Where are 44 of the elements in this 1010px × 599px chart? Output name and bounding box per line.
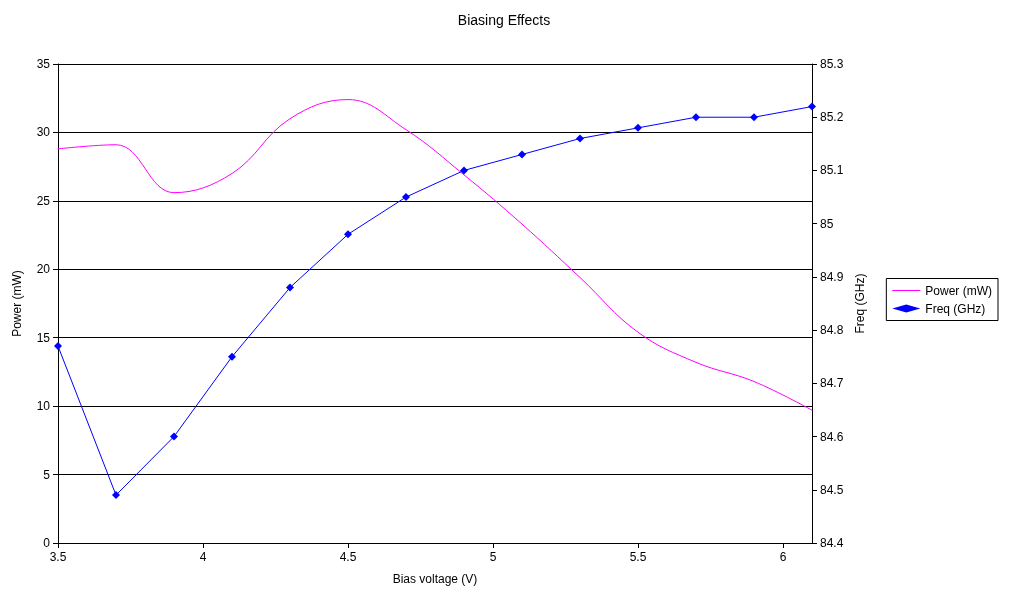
y2-tick-label: 84.6 [820,429,844,444]
point [228,352,236,361]
y-tick-label: 25 [36,193,51,208]
y2-tick-label: 85.2 [820,110,844,125]
y2-tick-label: 84.7 [820,376,844,391]
y-tick-label: 30 [36,125,51,140]
y-tick-label: 10 [36,399,51,414]
point [112,491,120,500]
y2-tick-label: 84.5 [820,482,844,497]
x-tick-label: 4.5 [339,550,357,564]
point [692,113,700,122]
x-tick-label: 6 [779,550,787,564]
x-tick-label: 3.5 [49,550,67,564]
chart-title: Biasing Effects [457,12,551,28]
point [460,166,468,175]
point [750,113,758,122]
point [808,102,816,111]
point [402,193,410,202]
y-tick-label: 35 [36,57,51,71]
y2-tick-label: 84.9 [820,269,844,284]
point [170,432,178,441]
y-tick-label: 15 [36,330,51,345]
x-tick-label: 4 [199,550,207,564]
x-tick-label: 5 [489,550,497,564]
y2-tick-label: 84.8 [820,323,844,338]
y-tick-label: 0 [43,536,51,550]
y2-tick-label: 85.3 [820,57,844,71]
point [54,342,62,351]
point [344,230,352,239]
point [634,123,642,132]
y2-axis-title: Freq (GHz) [853,273,868,334]
point [286,283,294,292]
y2-tick-label: 84.4 [820,536,844,550]
y-tick-label: 20 [36,262,51,277]
legend-label: Freq (GHz) [925,301,986,316]
point [518,150,526,159]
y2-tick-label: 85 [820,216,834,231]
y2-tick-label: 85.1 [820,163,844,178]
point [576,134,584,143]
x-axis-title: Bias voltage (V) [392,572,478,586]
x-tick-label: 5.5 [629,550,647,564]
legend-label: Power (mW) [925,283,993,298]
y-axis-title: Power (mW) [10,270,24,337]
y-tick-label: 5 [43,467,51,482]
